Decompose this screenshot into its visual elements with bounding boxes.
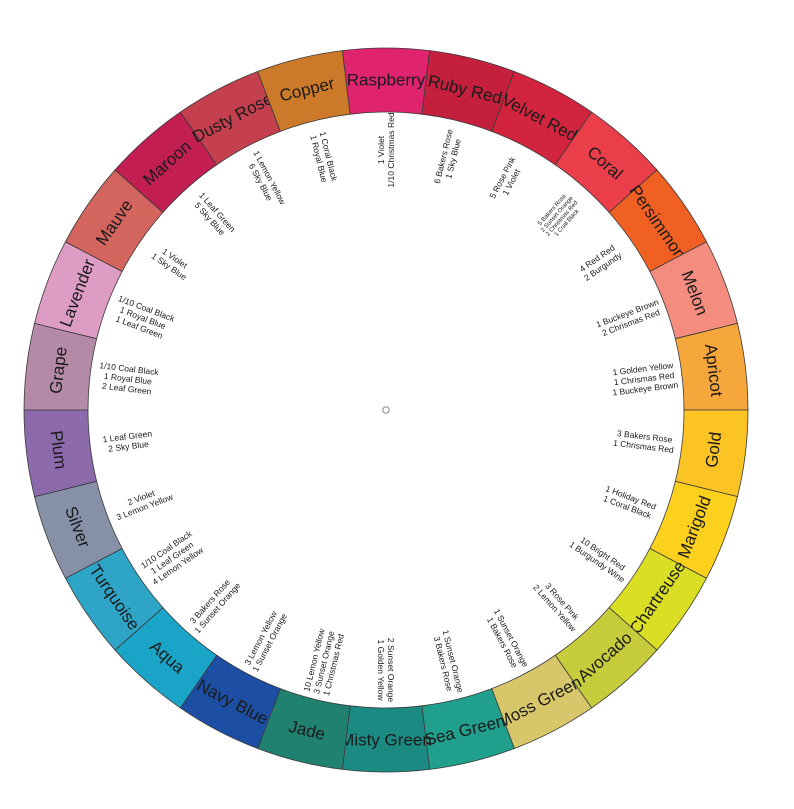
- recipe-raspberry: 1 Violet1/10 Christmas Red: [376, 112, 396, 187]
- recipe-dusty-rose: 1 Lemon Yellow6 Sky Blue: [242, 149, 288, 212]
- recipe-aqua: 3 Bakers Rose1 Sunset Orange: [185, 574, 243, 636]
- recipe-sea-green: 1 Sunset Orange3 Bakers Rose: [431, 629, 466, 696]
- recipe-grape: 1/10 Coal Black1 Royal Blue2 Leaf Green: [97, 360, 160, 397]
- recipe-line: 1 Violet: [376, 135, 386, 164]
- segment-copper: [257, 50, 351, 132]
- recipe-line: 1 Golden Yellow: [376, 640, 386, 702]
- recipe-line: 2 Sky Blue: [108, 439, 150, 454]
- segment-label-misty-green: Misty Green: [340, 731, 432, 750]
- recipe-line: 2 Sunset Orange: [386, 638, 396, 703]
- segment-label-gold: Gold: [702, 431, 725, 469]
- recipe-mauve: 1 Violet1 Sky Blue: [150, 243, 195, 283]
- recipe-plum: 1 Leaf Green2 Sky Blue: [102, 428, 154, 454]
- segment-label-raspberry: Raspberry: [347, 71, 426, 90]
- recipe-marigold: 1 Holiday Red1 Coral Black: [601, 483, 658, 521]
- recipe-moss-green: 1 Sunset Orange1 Bakers Rose: [483, 607, 531, 673]
- recipe-copper: 1 Coral Black1 Royal Blue: [308, 131, 340, 186]
- center-pin-icon: [382, 406, 390, 414]
- segment-label-plum: Plum: [47, 429, 71, 470]
- recipe-turquoise: 1/10 Coal Black1 Leaf Green4 Lemon Yello…: [139, 528, 206, 587]
- recipe-velvet-red: 5 Rose Pink1 Violet: [487, 154, 526, 205]
- recipe-apricot: 1 Golden Yellow1 Chrismas Red1 Buckeye B…: [609, 360, 679, 398]
- recipe-melon: 1 Buckeye Brown2 Chrismas Red: [595, 297, 664, 339]
- recipe-persimmon: 4 Red Red2 Burgundy: [576, 241, 624, 283]
- recipe-gold: 3 Bakers Rose1 Chrismas Red: [613, 428, 676, 455]
- recipe-maroon: 1 Leaf Green5 Sky Blue: [190, 190, 238, 241]
- recipe-silver: 2 Violet3 Lemon Yellow: [112, 482, 176, 522]
- recipe-misty-green: 2 Sunset Orange1 Golden Yellow: [376, 638, 396, 703]
- recipe-jade: 10 Lemon Yellow3 Sunset Orange1 Christma…: [302, 627, 347, 697]
- recipe-avocado: 3 Rose Pink2 Lemon Yellow: [531, 576, 586, 634]
- recipe-ruby-red: 6 Bakers Rose1 Sky Blue: [432, 128, 465, 187]
- recipe-lavender: 1/10 Coal Black1 Royal Blue1 Leaf Green: [110, 293, 177, 342]
- recipe-chartreuse: 10 Bright Red1 Burgundy Wine: [567, 531, 632, 585]
- recipe-navy-blue: 3 Lemon Yellow1 Sunset Orange: [241, 607, 289, 673]
- recipe-line: 1/10 Christmas Red: [386, 112, 396, 187]
- recipe-coral: 5 Bakers Rose2 Sunset Orange2 Christmas …: [535, 191, 585, 242]
